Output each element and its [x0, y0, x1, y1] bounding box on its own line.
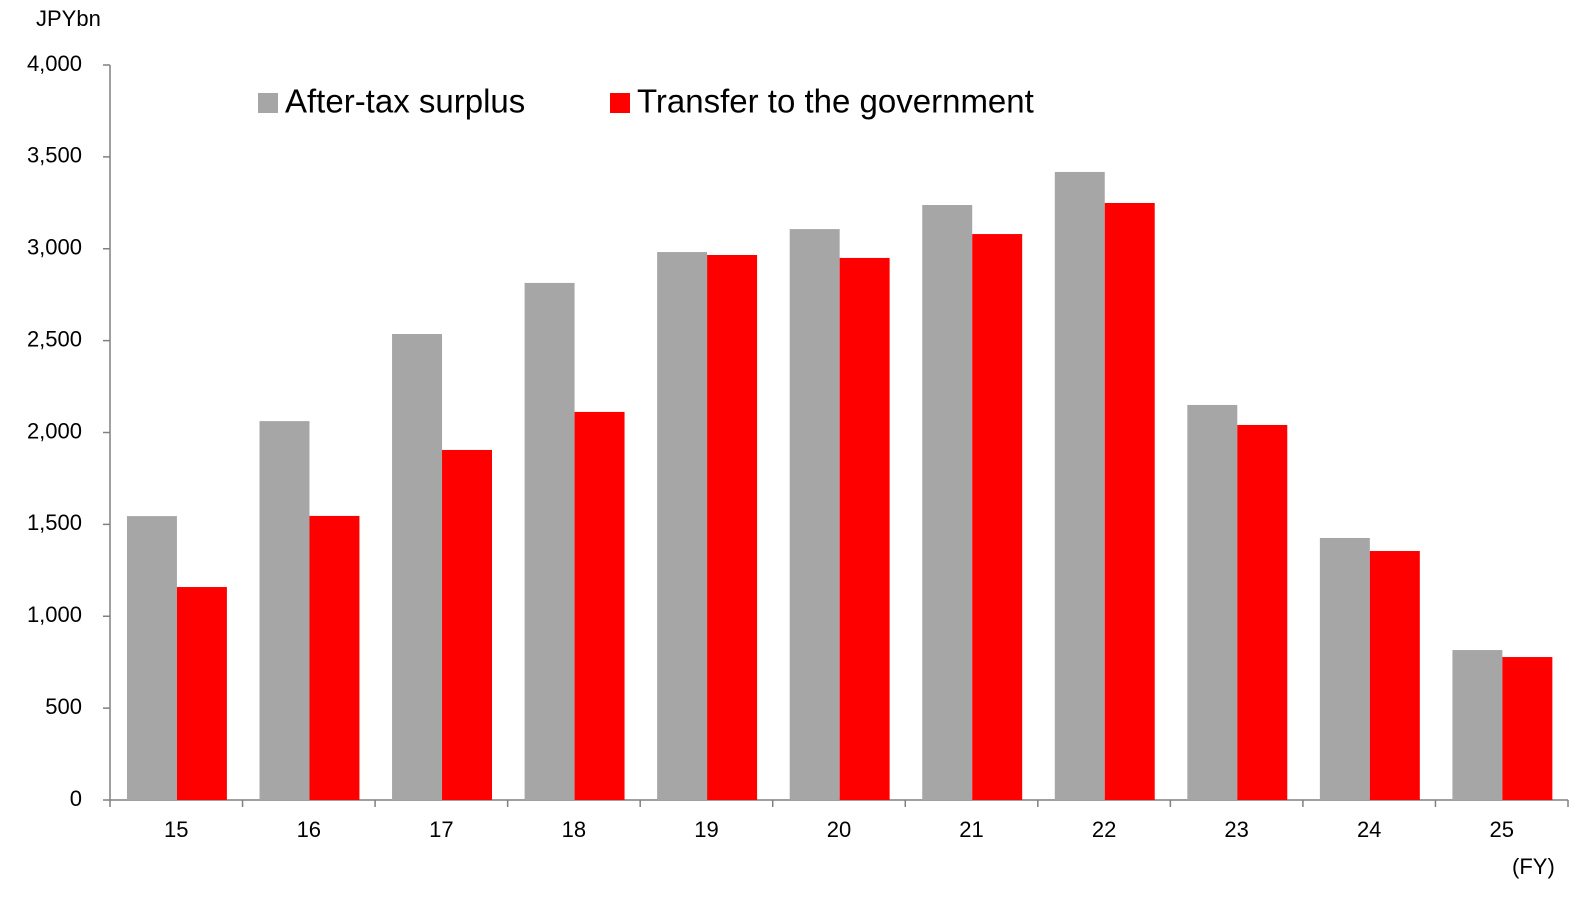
- bar: [126, 516, 177, 800]
- bar: [524, 282, 575, 800]
- bar: [1319, 537, 1370, 800]
- x-axis-label: (FY): [1512, 854, 1555, 879]
- y-tick-label: 500: [45, 694, 82, 719]
- x-tick-label: 21: [959, 817, 983, 842]
- y-unit-label: JPYbn: [36, 6, 101, 31]
- bar: [789, 229, 840, 800]
- x-tick-label: 17: [429, 817, 453, 842]
- x-tick-label: 16: [297, 817, 321, 842]
- bar: [657, 252, 708, 800]
- y-tick-label: 3,500: [27, 143, 82, 168]
- bar: [922, 205, 973, 800]
- bar: [1054, 171, 1105, 800]
- y-tick-label: 1,500: [27, 510, 82, 535]
- x-tick-label: 23: [1224, 817, 1248, 842]
- y-tick-label: 0: [70, 786, 82, 811]
- legend-swatch: [610, 93, 630, 113]
- y-tick-label: 1,000: [27, 602, 82, 627]
- x-tick-label: 18: [562, 817, 586, 842]
- x-tick-label: 19: [694, 817, 718, 842]
- bar: [574, 411, 625, 800]
- bar: [259, 421, 310, 800]
- x-tick-label: 24: [1357, 817, 1381, 842]
- bar: [1104, 202, 1155, 801]
- bar: [839, 257, 890, 800]
- bar: [176, 587, 227, 800]
- x-tick-label: 22: [1092, 817, 1116, 842]
- y-tick-label: 2,500: [27, 326, 82, 351]
- bar: [1237, 424, 1288, 800]
- bar: [442, 449, 492, 800]
- x-tick-label: 15: [164, 817, 188, 842]
- x-tick-label: 25: [1489, 817, 1513, 842]
- y-tick-label: 4,000: [27, 51, 82, 76]
- legend-label: Transfer to the government: [637, 83, 1034, 120]
- y-tick-label: 3,000: [27, 235, 82, 260]
- legend-label: After-tax surplus: [285, 83, 525, 120]
- y-tick-label: 2,000: [27, 418, 82, 443]
- bar: [1452, 650, 1503, 800]
- bar: [392, 334, 443, 800]
- x-tick-label: 20: [827, 817, 851, 842]
- legend-swatch: [258, 93, 278, 113]
- bar: [309, 515, 360, 800]
- bar: [1369, 551, 1420, 800]
- bar: [1187, 404, 1238, 800]
- bar: [707, 254, 758, 800]
- bar: [972, 234, 1023, 801]
- bar: [1502, 657, 1553, 800]
